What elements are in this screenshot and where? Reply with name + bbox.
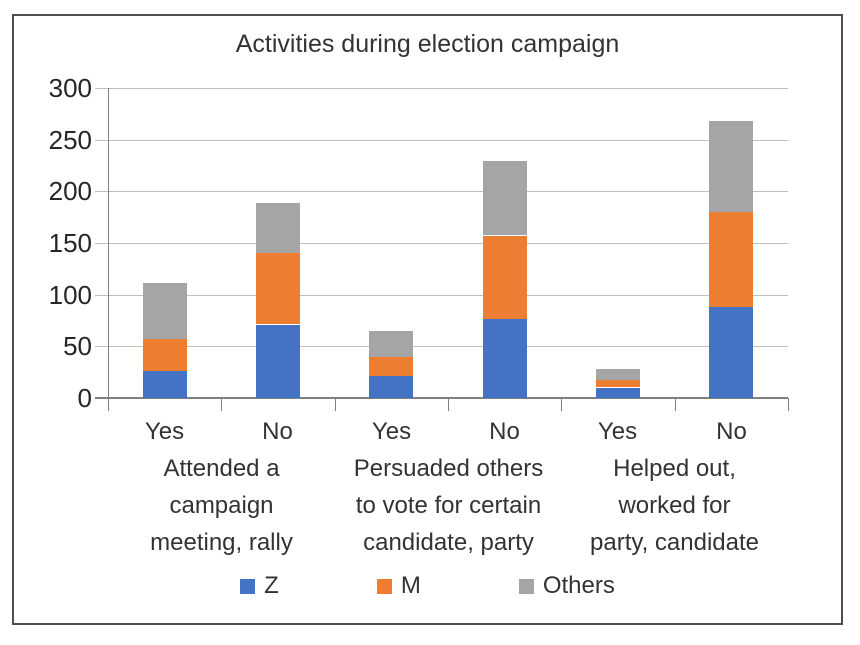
legend-swatch-M <box>376 578 392 594</box>
y-tick-label: 300 <box>48 73 92 103</box>
x-category-label: No <box>262 418 293 445</box>
gridline-50 <box>95 346 788 347</box>
bar-segment-Z-1 <box>143 371 187 398</box>
y-tick-label: 100 <box>48 280 92 310</box>
group-label-line: Helped out, <box>613 455 736 482</box>
group-label-line: Persuaded others <box>353 455 544 482</box>
bar-segment-M-5 <box>596 380 640 387</box>
x-category-label: Yes <box>371 418 412 445</box>
legend-item-M: M <box>376 571 421 601</box>
group-label-line: Attended a <box>163 455 280 482</box>
group-label-1: Attended a campaign meeting, rally <box>108 450 335 561</box>
legend-swatch-Z <box>240 578 256 594</box>
y-tick-label: 50 <box>63 331 92 361</box>
x-axis-tick <box>221 398 222 411</box>
y-axis-line <box>108 88 109 398</box>
gridline-150 <box>95 243 788 244</box>
bar-segment-Others-5 <box>596 369 640 380</box>
y-tick-label: 250 <box>48 125 92 155</box>
bar-segment-M-6 <box>709 212 753 307</box>
bar-segment-Z-2 <box>256 325 300 398</box>
x-category-label: Yes <box>597 418 638 445</box>
gridline-300 <box>95 88 788 89</box>
bar-segment-Others-2 <box>256 203 300 253</box>
bar-segment-M-2 <box>256 252 300 324</box>
y-tick-label: 0 <box>77 383 92 413</box>
legend-item-Others: Others <box>518 571 615 601</box>
x-category-label: No <box>716 418 747 445</box>
chart-title: Activities during election campaign <box>235 30 620 58</box>
group-label-line: to vote for certain <box>355 492 542 519</box>
group-label-line: campaign <box>169 492 274 519</box>
x-category-label: No <box>489 418 520 445</box>
legend-label-Z: Z <box>264 572 279 599</box>
legend-swatch-Others <box>518 578 534 594</box>
group-label-2: Persuaded others to vote for certain candi… <box>335 450 562 561</box>
y-tick-label: 150 <box>48 228 92 258</box>
x-axis-tick <box>788 398 789 411</box>
bar-segment-M-1 <box>143 339 187 371</box>
legend: Z M Others <box>12 570 843 602</box>
x-category-label: Yes <box>144 418 185 445</box>
bar-segment-Z-5 <box>596 388 640 398</box>
bar-segment-Others-6 <box>709 121 753 212</box>
x-axis-line <box>95 397 788 399</box>
group-label-line: candidate, party <box>363 529 534 556</box>
x-axis-tick <box>561 398 562 411</box>
bar-segment-Z-4 <box>483 318 527 398</box>
y-tick-label: 200 <box>48 176 92 206</box>
bar-segment-M-3 <box>369 357 413 376</box>
legend-label-M: M <box>400 572 421 599</box>
bar-segment-M-4 <box>483 236 527 319</box>
gridline-100 <box>95 295 788 296</box>
bar-segment-Others-1 <box>143 283 187 339</box>
x-axis-tick <box>108 398 109 411</box>
x-axis-tick <box>448 398 449 411</box>
gridline-200 <box>95 191 788 192</box>
bar-segment-Z-6 <box>709 307 753 398</box>
group-label-line: meeting, rally <box>150 529 293 556</box>
group-label-3: Helped out, worked for party, candidate <box>561 450 788 561</box>
legend-label-Others: Others <box>542 572 615 599</box>
legend-item-Z: Z <box>240 571 279 601</box>
gridline-250 <box>95 140 788 141</box>
group-label-line: party, candidate <box>590 529 759 556</box>
bar-segment-Others-3 <box>369 331 413 357</box>
bar-segment-Z-3 <box>369 375 413 398</box>
x-axis-tick <box>335 398 336 411</box>
x-axis-tick <box>675 398 676 411</box>
group-label-line: worked for <box>618 492 731 519</box>
bar-segment-Others-4 <box>483 161 527 235</box>
